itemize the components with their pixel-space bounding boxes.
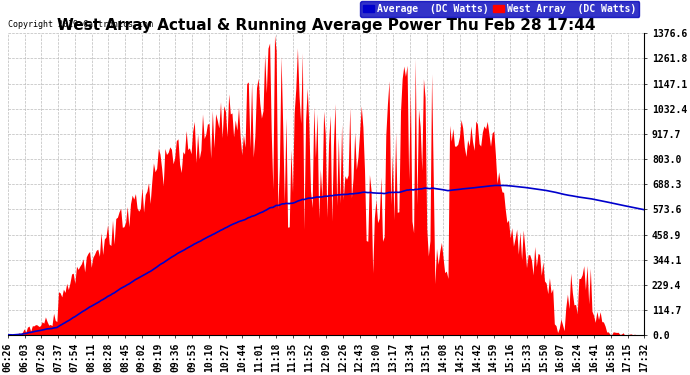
Legend: Average  (DC Watts), West Array  (DC Watts): Average (DC Watts), West Array (DC Watts…	[359, 1, 640, 17]
Text: Copyright 2019 Cartronics.com: Copyright 2019 Cartronics.com	[8, 21, 152, 30]
Title: West Array Actual & Running Average Power Thu Feb 28 17:44: West Array Actual & Running Average Powe…	[57, 18, 595, 33]
